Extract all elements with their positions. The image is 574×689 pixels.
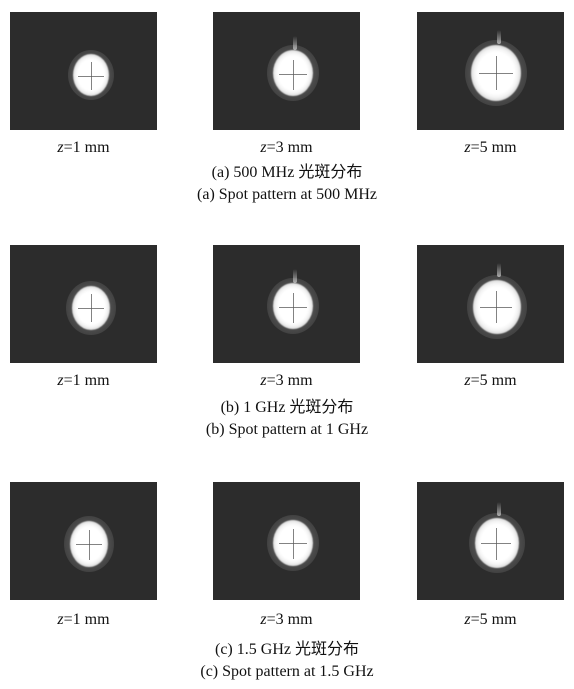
spot-tail: [293, 36, 297, 50]
spot-image-a-z1: [10, 12, 157, 130]
z-label-b-5: z=5 mm: [464, 372, 517, 389]
crosshair-vertical: [293, 529, 294, 559]
z-label-c-3: z=3 mm: [260, 611, 313, 628]
caption-c-cn: (c) 1.5 GHz 光斑分布: [215, 641, 359, 658]
z-label-c-5: z=5 mm: [464, 611, 517, 628]
spot-image-c-z1: [10, 482, 157, 600]
crosshair-vertical: [496, 291, 497, 323]
crosshair-vertical: [496, 528, 497, 560]
spot-tail: [497, 263, 501, 277]
z-label-a-3: z=3 mm: [260, 139, 313, 156]
caption-c-en: (c) Spot pattern at 1.5 GHz: [200, 663, 374, 680]
z-label-b-1: z=1 mm: [57, 372, 110, 389]
caption-a-en: (a) Spot pattern at 500 MHz: [197, 186, 377, 203]
z-label-c-1: z=1 mm: [57, 611, 110, 628]
spot-image-b-z1: [10, 245, 157, 363]
caption-a-cn: (a) 500 MHz 光斑分布: [211, 164, 363, 181]
spot-image-a-z3: [213, 12, 360, 130]
z-label-a-5: z=5 mm: [464, 139, 517, 156]
spot-image-b-z3: [213, 245, 360, 363]
spot-image-b-z5: [417, 245, 564, 363]
spot-image-c-z5: [417, 482, 564, 600]
crosshair-vertical: [496, 56, 497, 90]
crosshair-vertical: [89, 530, 90, 560]
spot-image-c-z3: [213, 482, 360, 600]
crosshair-vertical: [91, 62, 92, 90]
spot-image-a-z5: [417, 12, 564, 130]
caption-b-cn: (b) 1 GHz 光斑分布: [220, 399, 354, 416]
z-label-a-1: z=1 mm: [57, 139, 110, 156]
crosshair-vertical: [293, 293, 294, 323]
spot-tail: [293, 269, 297, 283]
spot-tail: [497, 502, 501, 516]
crosshair-vertical: [91, 294, 92, 322]
spot-tail: [497, 30, 501, 44]
caption-b-en: (b) Spot pattern at 1 GHz: [205, 421, 369, 438]
crosshair-vertical: [293, 60, 294, 90]
z-label-b-3: z=3 mm: [260, 372, 313, 389]
